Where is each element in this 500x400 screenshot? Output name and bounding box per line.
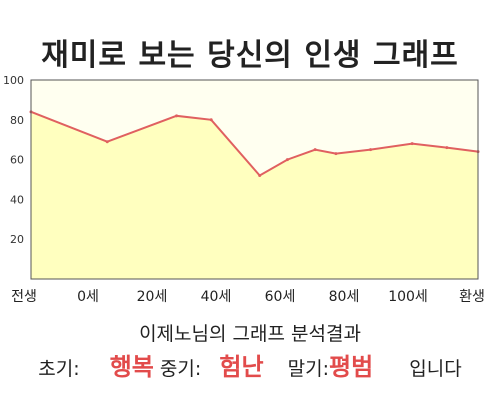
data-point xyxy=(258,174,262,178)
x-tick-label: 100세 xyxy=(388,289,428,305)
series-line xyxy=(30,110,479,177)
mid-value: 험난 xyxy=(219,353,264,381)
x-tick-label: 0세 xyxy=(77,289,99,305)
x-tick-label: 60세 xyxy=(265,289,296,305)
late-value: 평범 xyxy=(329,353,374,381)
data-point xyxy=(334,152,338,156)
x-tick-label: 80세 xyxy=(329,289,360,305)
area-fill xyxy=(31,111,478,279)
y-tick-label: 100 xyxy=(3,74,24,87)
chart-title: 재미로 보는 당신의 인생 그래프 xyxy=(41,38,459,73)
data-point xyxy=(410,142,414,146)
analysis-result: 초기: 행복 중기: 험난 말기:평범 입니다 xyxy=(0,347,500,382)
x-tick-label: 환생 xyxy=(459,289,485,305)
x-tick-label: 20세 xyxy=(137,289,168,305)
x-tick-label: 전생 xyxy=(11,289,37,305)
data-point xyxy=(445,146,449,150)
data-point xyxy=(105,140,109,144)
ending-text: 입니다 xyxy=(409,358,462,380)
data-point xyxy=(209,118,213,122)
data-point xyxy=(313,148,317,152)
x-tick-label: 40세 xyxy=(201,289,232,305)
early-value: 행복 xyxy=(109,353,154,381)
data-point xyxy=(369,148,373,152)
data-point xyxy=(285,158,289,162)
y-tick-label: 40 xyxy=(10,193,24,206)
y-tick-label: 80 xyxy=(10,114,24,127)
analysis-heading: 이제노님의 그래프 분석결과 xyxy=(139,323,361,345)
y-tick-label: 20 xyxy=(10,233,24,246)
data-point xyxy=(175,114,179,118)
early-label: 초기: xyxy=(38,358,80,380)
y-tick-label: 60 xyxy=(10,154,24,167)
late-label: 말기: xyxy=(287,358,330,380)
plot-frame xyxy=(30,79,479,280)
mid-label: 중기: xyxy=(159,358,202,380)
life-graph-chart: 20 40 60 80 100 전생 0세 20세 40세 60세 80세 100세 환생 xyxy=(3,74,485,305)
